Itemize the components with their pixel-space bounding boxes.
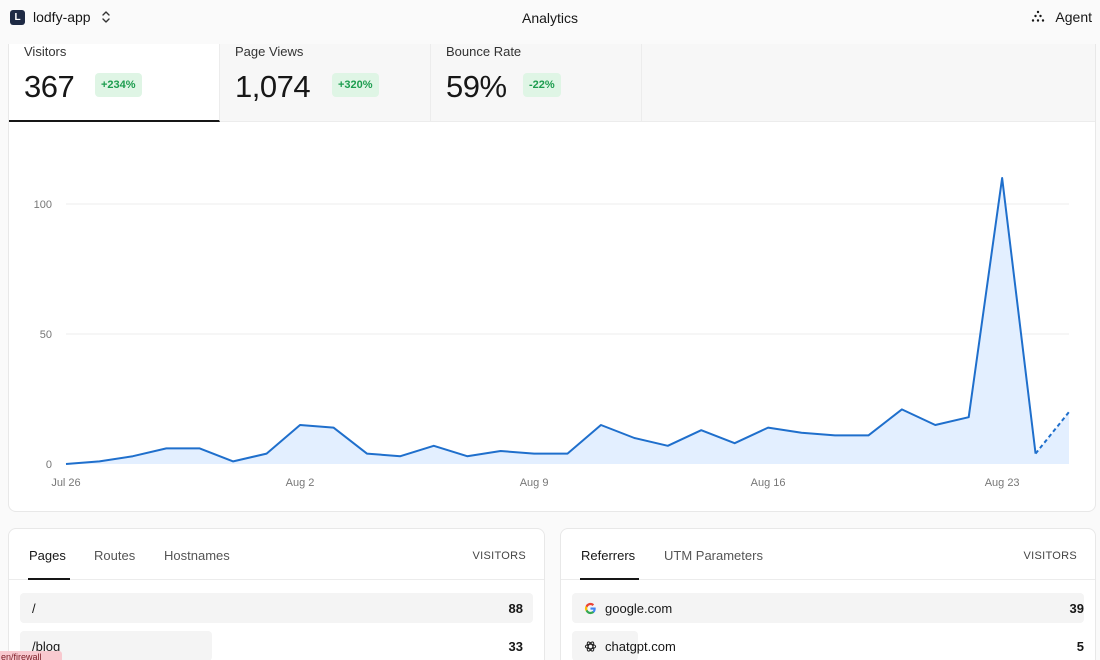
- metric-label: Page Views: [235, 44, 304, 59]
- change-badge: +234%: [95, 73, 142, 97]
- series-projection-line: [1034, 411, 1070, 455]
- metric-tab-page-views[interactable]: Page Views 1,074 +320%: [220, 44, 431, 122]
- change-badge: -22%: [523, 73, 561, 97]
- table-row[interactable]: / 88: [20, 593, 533, 623]
- pages-panel: Pages Routes Hostnames VISITORS / 88 /bl…: [8, 528, 545, 660]
- row-label: chatgpt.com: [584, 639, 676, 654]
- metric-tabs: Visitors 367 +234% Page Views 1,074 +320…: [9, 44, 1095, 122]
- top-bar: L lodfy-app Analytics Agent: [0, 0, 1100, 36]
- sparkle-dots-icon: [1032, 10, 1045, 22]
- analytics-card: Visitors 367 +234% Page Views 1,074 +320…: [8, 44, 1096, 512]
- page-title: Analytics: [521, 10, 579, 26]
- google-icon: [584, 602, 596, 615]
- row-label: /blog: [32, 639, 61, 654]
- agent-button[interactable]: Agent: [1031, 9, 1092, 25]
- table-row[interactable]: /blog 33: [20, 631, 533, 660]
- series-area: [66, 178, 1069, 464]
- visitors-column-header: VISITORS: [472, 550, 526, 562]
- active-tab-indicator: [28, 578, 70, 580]
- agent-label: Agent: [1055, 9, 1092, 25]
- change-badge: +320%: [332, 73, 379, 97]
- row-value: 88: [508, 601, 523, 616]
- x-tick-label: Aug 2: [286, 477, 315, 489]
- row-label: google.com: [584, 601, 672, 616]
- tab-hostnames[interactable]: Hostnames: [164, 548, 230, 563]
- project-switcher[interactable]: L lodfy-app: [10, 9, 111, 25]
- referrer-name: google.com: [605, 601, 673, 616]
- y-tick-label: 50: [40, 329, 52, 341]
- chevron-up-down-icon: [101, 11, 110, 23]
- metric-label: Bounce Rate: [446, 44, 522, 59]
- x-tick-label: Aug 23: [985, 477, 1020, 489]
- tab-referrers[interactable]: Referrers: [581, 548, 636, 563]
- x-tick-label: Aug 9: [520, 477, 549, 489]
- chatgpt-icon: [584, 641, 597, 652]
- x-tick-label: Jul 26: [51, 477, 80, 489]
- metric-label: Visitors: [24, 44, 67, 59]
- referrers-tabs: Referrers UTM Parameters VISITORS: [561, 529, 1095, 580]
- chart-svg: 0 50 100 Jul 26 Aug 2 Aug 9 Aug 16 Aug 23: [34, 177, 1070, 489]
- metric-value: 367: [24, 69, 75, 104]
- visitors-chart[interactable]: 0 50 100 Jul 26 Aug 2 Aug 9 Aug 16 Aug 23: [9, 123, 1095, 511]
- tab-routes[interactable]: Routes: [94, 548, 136, 563]
- row-value: 5: [1076, 639, 1084, 654]
- referrers-panel: Referrers UTM Parameters VISITORS google…: [560, 528, 1096, 660]
- metric-value: 59%: [446, 69, 507, 104]
- metric-tab-bounce-rate[interactable]: Bounce Rate 59% -22%: [431, 44, 642, 122]
- table-row[interactable]: google.com 39: [572, 593, 1084, 623]
- table-row[interactable]: chatgpt.com 5: [572, 631, 1084, 660]
- row-value: 39: [1069, 601, 1084, 616]
- project-logo: L: [10, 9, 25, 25]
- row-label: /: [32, 601, 36, 616]
- pages-tabs: Pages Routes Hostnames VISITORS: [9, 529, 544, 580]
- visitors-column-header: VISITORS: [1023, 550, 1077, 562]
- y-tick-label: 0: [46, 459, 52, 471]
- row-bar: [572, 631, 638, 660]
- tab-utm-parameters[interactable]: UTM Parameters: [664, 548, 763, 563]
- referrer-name: chatgpt.com: [605, 639, 676, 654]
- tab-pages[interactable]: Pages: [29, 548, 66, 563]
- firewall-link-tooltip[interactable]: en/firewall: [0, 651, 62, 660]
- row-bar: [572, 593, 1084, 623]
- y-tick-label: 100: [34, 199, 52, 211]
- metric-value: 1,074: [235, 69, 311, 104]
- active-tab-indicator: [580, 578, 639, 580]
- project-name: lodfy-app: [33, 9, 91, 25]
- series-line: [65, 177, 1037, 465]
- metric-tab-visitors[interactable]: Visitors 367 +234%: [9, 44, 220, 122]
- row-value: 33: [508, 639, 523, 654]
- x-tick-label: Aug 16: [751, 477, 786, 489]
- row-bar: [20, 593, 533, 623]
